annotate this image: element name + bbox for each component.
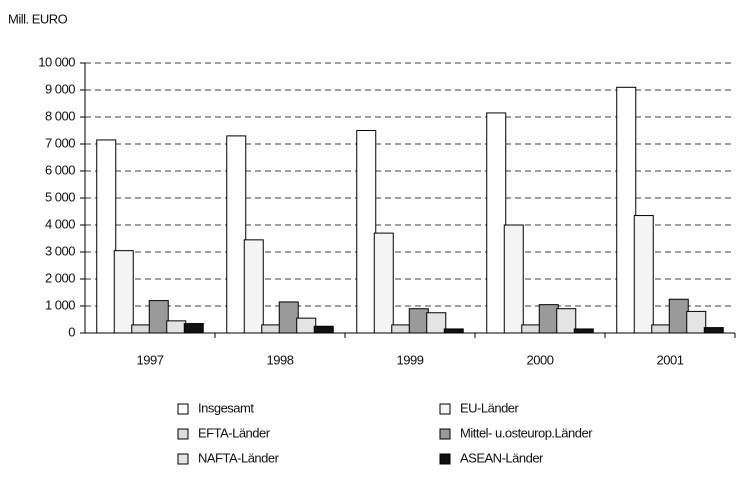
bar xyxy=(633,215,654,334)
bar xyxy=(183,323,204,334)
y-tick-label: 9 000 xyxy=(45,81,75,96)
bar xyxy=(313,325,334,334)
bar xyxy=(373,232,394,334)
bar xyxy=(243,239,264,334)
bar xyxy=(113,250,134,334)
x-tick-label: 1997 xyxy=(137,352,164,367)
bar xyxy=(443,328,464,334)
legend-swatch xyxy=(177,403,189,415)
x-tick-label: 2001 xyxy=(657,352,684,367)
legend-swatch xyxy=(439,428,451,440)
bar xyxy=(356,130,377,334)
legend-label: EFTA-Länder xyxy=(198,425,271,440)
bar xyxy=(226,135,247,334)
bar xyxy=(166,320,187,334)
legend-swatch xyxy=(439,403,451,415)
x-tick-label: 1998 xyxy=(267,352,294,367)
bar xyxy=(486,112,507,334)
bar xyxy=(278,301,299,334)
y-tick-label: 4 000 xyxy=(45,216,75,231)
y-tick-label: 0 xyxy=(68,324,75,339)
y-tick-label: 8 000 xyxy=(45,108,75,123)
bar xyxy=(703,327,724,334)
bar xyxy=(556,308,577,334)
bar xyxy=(503,224,524,334)
bar xyxy=(521,324,542,334)
bar xyxy=(651,324,672,334)
bar xyxy=(96,139,117,334)
x-tick-label: 2000 xyxy=(527,352,554,367)
legend-label: Mittel- u.osteurop.Länder xyxy=(460,425,593,440)
legend-swatch xyxy=(439,453,451,465)
legend-label: EU-Länder xyxy=(460,400,520,415)
bar xyxy=(538,304,559,334)
bar xyxy=(391,324,412,334)
bar xyxy=(668,298,689,334)
bar xyxy=(616,86,637,334)
y-tick-label: 2 000 xyxy=(45,270,75,285)
bar xyxy=(148,300,169,334)
y-tick-label: 7 000 xyxy=(45,135,75,150)
x-tick-label: 1999 xyxy=(397,352,424,367)
bar xyxy=(296,317,317,334)
y-tick-label: 5 000 xyxy=(45,189,75,204)
legend-label: ASEAN-Länder xyxy=(460,450,544,465)
bar xyxy=(408,308,429,334)
bar xyxy=(131,324,152,334)
bar xyxy=(426,312,447,334)
chart-title: Mill. EURO xyxy=(8,11,68,26)
bar xyxy=(573,328,594,334)
legend-swatch xyxy=(177,453,189,465)
y-tick-label: 6 000 xyxy=(45,162,75,177)
legend-label: Insgesamt xyxy=(198,400,254,415)
bar xyxy=(261,324,282,334)
y-tick-label: 10 000 xyxy=(38,54,75,69)
legend-swatch xyxy=(177,428,189,440)
y-tick-label: 1 000 xyxy=(45,297,75,312)
y-tick-label: 3 000 xyxy=(45,243,75,258)
bar xyxy=(686,310,707,334)
legend-label: NAFTA-Länder xyxy=(198,450,280,465)
